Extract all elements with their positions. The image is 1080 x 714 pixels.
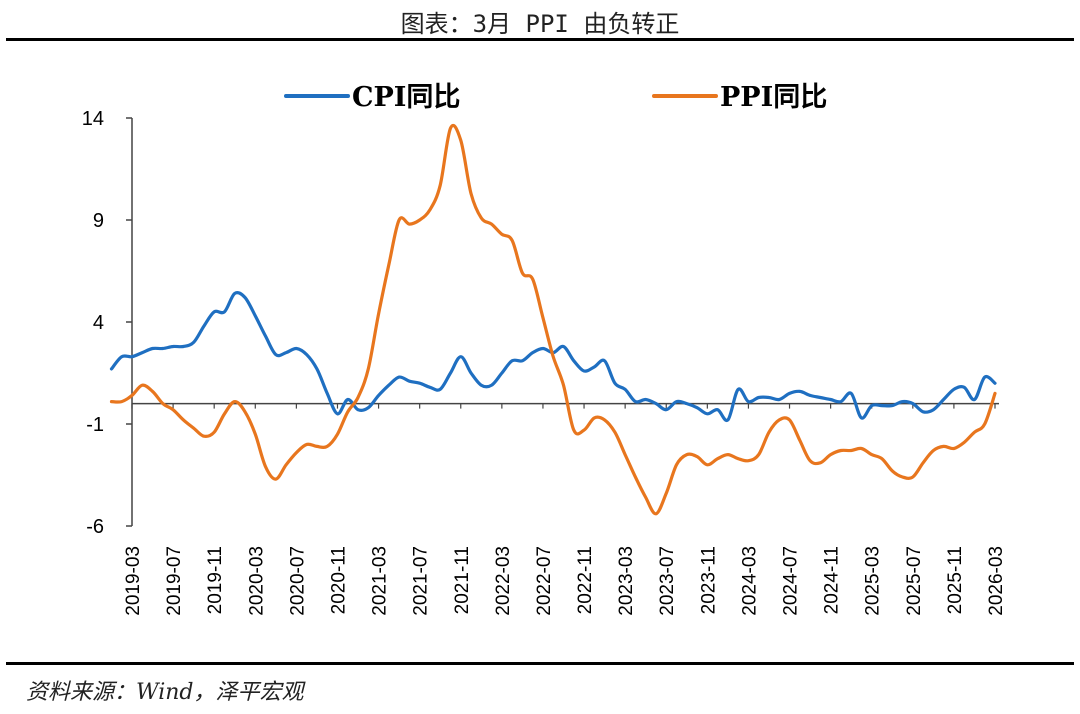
x-tick-label: 2021-03	[370, 546, 391, 616]
x-tick-label: 2022-07	[534, 546, 555, 616]
x-tick-label: 2021-07	[411, 546, 432, 616]
x-tick-label: 2019-07	[164, 546, 185, 616]
legend-label-ppi: PPI同比	[720, 82, 827, 113]
series-lines	[109, 123, 997, 516]
y-ticks: 14 9 4 -1 -6	[82, 108, 132, 538]
x-tick-label: 2024-07	[781, 546, 802, 616]
x-tick-label: 2023-03	[616, 546, 637, 616]
x-tick-label: 2019-11	[205, 546, 226, 614]
bottom-rule	[6, 662, 1074, 665]
x-tick-label: 2020-03	[246, 546, 267, 616]
x-tick-label: 2025-03	[863, 546, 884, 616]
x-tick-label: 2021-11	[452, 546, 473, 614]
x-tick-label: 2023-07	[657, 546, 678, 616]
legend: CPI同比 PPI同比	[284, 82, 827, 113]
x-tick-label: 2019-03	[123, 546, 144, 616]
x-tick-label: 2020-11	[328, 546, 349, 614]
x-tick-label: 2024-11	[822, 546, 843, 614]
chart-title: 图表：3月 PPI 由负转正	[400, 10, 680, 38]
x-tick-label: 2024-03	[739, 546, 760, 616]
x-tick-label: 2025-07	[904, 546, 925, 616]
y-tick-label: 14	[82, 108, 104, 130]
y-tick-label: -1	[86, 414, 104, 436]
x-tick-label: 2020-07	[287, 546, 308, 616]
line-chart: 14 9 4 -1 -6 2019-03 2019-07 2019-11 2020-03 202…	[82, 82, 1007, 616]
series-line-ppi	[109, 123, 997, 516]
x-tick-label: 2022-03	[493, 546, 514, 616]
legend-label-cpi: CPI同比	[352, 82, 460, 113]
x-tick-label: 2023-11	[698, 546, 719, 614]
y-tick-label: 4	[93, 312, 104, 334]
x-tick-label: 2026-03	[986, 546, 1007, 616]
y-tick-label: 9	[93, 210, 104, 232]
y-tick-label: -6	[86, 516, 104, 538]
axes	[131, 118, 999, 526]
x-tick-labels: 2019-03 2019-07 2019-11 2020-03 2020-07 2020-…	[123, 403, 1007, 616]
x-tick-label: 2025-11	[945, 546, 966, 614]
x-tick-label: 2022-11	[575, 546, 596, 614]
top-rule	[6, 38, 1074, 41]
source-note: 资料来源：Wind，泽平宏观	[26, 680, 304, 705]
